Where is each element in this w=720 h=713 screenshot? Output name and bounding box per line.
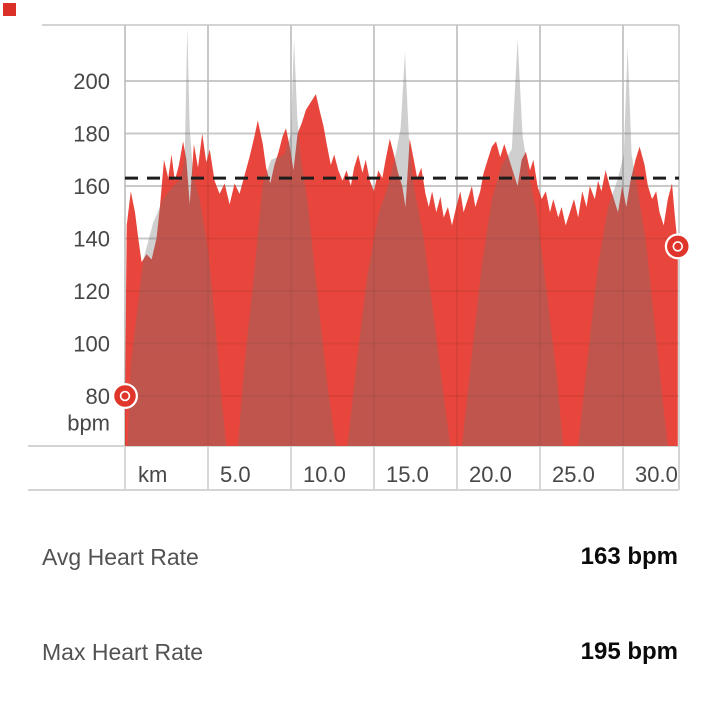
stat-row-max: Max Heart Rate 195 bpm: [42, 635, 678, 669]
y-tick-label: 140: [73, 227, 110, 252]
corner-accent: [3, 3, 16, 16]
avg-heart-rate-label: Avg Heart Rate: [42, 544, 199, 570]
heart-rate-area: [125, 94, 678, 446]
x-tick-label: 30.0: [635, 462, 678, 487]
y-tick-label: 120: [73, 279, 110, 304]
start-marker-dot: [121, 392, 129, 400]
max-heart-rate-label: Max Heart Rate: [42, 639, 204, 665]
y-tick-label: 180: [73, 122, 110, 147]
stat-row-avg: Avg Heart Rate 163 bpm: [42, 540, 678, 574]
y-tick-label: 100: [73, 332, 110, 357]
y-tick-label: 80: [86, 384, 110, 409]
max-heart-rate-value: 195 bpm: [580, 638, 678, 665]
x-tick-label: 20.0: [469, 462, 512, 487]
x-tick-label: 10.0: [303, 462, 346, 487]
y-tick-label: 160: [73, 174, 110, 199]
x-axis-unit-label: km: [138, 462, 167, 487]
x-tick-label: 15.0: [386, 462, 429, 487]
y-tick-label: 200: [73, 69, 110, 94]
end-marker-dot: [674, 242, 682, 250]
background-profile-area: [127, 25, 678, 447]
y-axis-unit-label: bpm: [67, 410, 110, 435]
x-tick-label: 5.0: [220, 462, 251, 487]
avg-heart-rate-value: 163 bpm: [580, 543, 678, 570]
x-tick-label: 25.0: [552, 462, 595, 487]
